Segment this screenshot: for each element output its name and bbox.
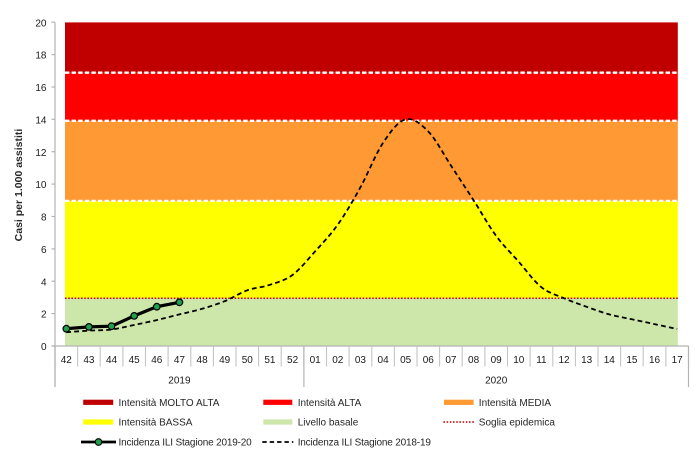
- svg-text:17: 17: [672, 355, 684, 366]
- svg-text:08: 08: [468, 355, 480, 366]
- svg-text:Incidenza ILI Stagione 2019-20: Incidenza ILI Stagione 2019-20: [119, 438, 253, 449]
- svg-text:43: 43: [83, 355, 95, 366]
- svg-text:04: 04: [378, 355, 390, 366]
- svg-text:13: 13: [581, 355, 593, 366]
- svg-text:10: 10: [513, 355, 525, 366]
- svg-text:14: 14: [35, 115, 47, 126]
- svg-text:47: 47: [174, 355, 186, 366]
- svg-text:8: 8: [41, 213, 47, 224]
- svg-text:12: 12: [558, 355, 570, 366]
- svg-text:06: 06: [423, 355, 435, 366]
- svg-text:01: 01: [310, 355, 322, 366]
- svg-text:20: 20: [35, 18, 47, 29]
- svg-text:0: 0: [41, 342, 47, 353]
- svg-text:Livello basale: Livello basale: [298, 418, 359, 429]
- svg-text:6: 6: [41, 245, 47, 256]
- svg-text:48: 48: [197, 355, 209, 366]
- svg-text:11: 11: [536, 355, 547, 366]
- svg-text:16: 16: [649, 355, 661, 366]
- svg-text:50: 50: [242, 355, 254, 366]
- svg-text:Incidenza ILI Stagione 2018-19: Incidenza ILI Stagione 2018-19: [298, 438, 432, 449]
- svg-text:15: 15: [626, 355, 638, 366]
- svg-text:Intensità MEDIA: Intensità MEDIA: [479, 398, 552, 409]
- svg-text:Intensità BASSA: Intensità BASSA: [119, 418, 193, 429]
- svg-text:18: 18: [35, 51, 47, 62]
- svg-text:49: 49: [219, 355, 231, 366]
- svg-text:44: 44: [106, 355, 118, 366]
- svg-text:2: 2: [41, 310, 47, 321]
- svg-text:Soglia epidemica: Soglia epidemica: [479, 418, 556, 429]
- svg-text:2019: 2019: [168, 376, 191, 387]
- svg-text:14: 14: [604, 355, 616, 366]
- svg-text:03: 03: [355, 355, 367, 366]
- svg-text:46: 46: [151, 355, 163, 366]
- svg-text:2020: 2020: [485, 376, 508, 387]
- svg-text:4: 4: [41, 277, 47, 288]
- svg-text:52: 52: [287, 355, 299, 366]
- svg-text:16: 16: [35, 83, 47, 94]
- svg-text:09: 09: [491, 355, 503, 366]
- svg-text:51: 51: [264, 355, 276, 366]
- svg-text:12: 12: [35, 148, 47, 159]
- svg-text:05: 05: [400, 355, 412, 366]
- svg-text:Intensità MOLTO ALTA: Intensità MOLTO ALTA: [119, 398, 220, 409]
- svg-text:10: 10: [35, 180, 47, 191]
- svg-text:45: 45: [129, 355, 141, 366]
- svg-text:Casi per 1.000 assistiti: Casi per 1.000 assistiti: [13, 129, 25, 242]
- svg-text:07: 07: [445, 355, 457, 366]
- svg-text:Intensità ALTA: Intensità ALTA: [298, 398, 362, 409]
- svg-text:42: 42: [61, 355, 73, 366]
- svg-text:02: 02: [332, 355, 344, 366]
